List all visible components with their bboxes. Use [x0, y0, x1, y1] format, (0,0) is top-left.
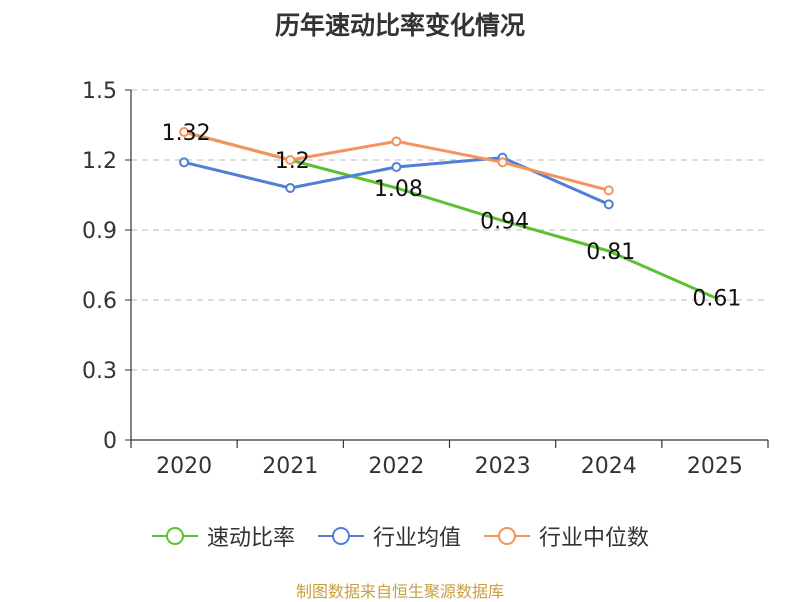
- legend-label-industry-median: 行业中位数: [539, 526, 650, 551]
- data-point-industry-median: [179, 127, 190, 137]
- x-tick-label: 2023: [475, 454, 531, 479]
- data-label-quick-ratio: 0.94: [480, 210, 529, 235]
- data-point-industry-median: [603, 185, 614, 196]
- data-label-quick-ratio: 1.08: [374, 177, 423, 202]
- x-tick-label: 2021: [262, 454, 318, 479]
- legend-label-industry-mean: 行业均值: [372, 526, 461, 551]
- data-point-industry-median: [497, 157, 508, 168]
- legend-item-industry-mean[interactable]: 行业均值: [317, 520, 461, 552]
- y-tick-label: 1.5: [82, 79, 117, 104]
- footer-source: 制图数据来自恒生聚源数据库: [295, 582, 504, 601]
- chart-title: 历年速动比率变化情况: [274, 11, 525, 40]
- data-point-industry-mean: [603, 199, 614, 210]
- series-line-quick-ratio: [183, 130, 716, 300]
- legend-quick-ratio-icon: [151, 527, 198, 545]
- data-label-quick-ratio: 1.2: [275, 149, 310, 174]
- x-tick-label: 2024: [581, 454, 637, 479]
- legend-item-industry-median[interactable]: 行业中位数: [483, 520, 649, 552]
- data-point-industry-mean: [391, 162, 402, 172]
- y-tick-label: 0.6: [82, 289, 117, 314]
- y-tick-label: 1.2: [82, 149, 117, 174]
- x-tick-label: 2025: [687, 454, 743, 479]
- data-point-industry-mean: [285, 183, 296, 193]
- y-tick-label: 0: [103, 429, 117, 454]
- data-label-quick-ratio: 0.61: [692, 287, 741, 312]
- x-tick-label: 2022: [368, 454, 424, 479]
- legend-industry-median-icon: [484, 527, 530, 545]
- chart-legend: 速动比率 行业均值 行业中位数: [0, 520, 800, 552]
- legend-industry-mean-icon: [317, 527, 364, 545]
- data-label-quick-ratio: 1.32: [162, 121, 211, 146]
- y-tick-label: 0.9: [82, 219, 117, 244]
- data-point-industry-mean: [179, 157, 190, 168]
- data-label-quick-ratio: 0.81: [586, 240, 635, 265]
- y-tick-label: 0.3: [82, 359, 117, 384]
- data-point-industry-median: [391, 136, 402, 147]
- legend-label-quick-ratio: 速动比率: [206, 526, 295, 551]
- x-tick-label: 2020: [156, 454, 212, 479]
- legend-item-quick-ratio[interactable]: 速动比率: [151, 520, 295, 552]
- data-point-industry-median: [285, 155, 296, 165]
